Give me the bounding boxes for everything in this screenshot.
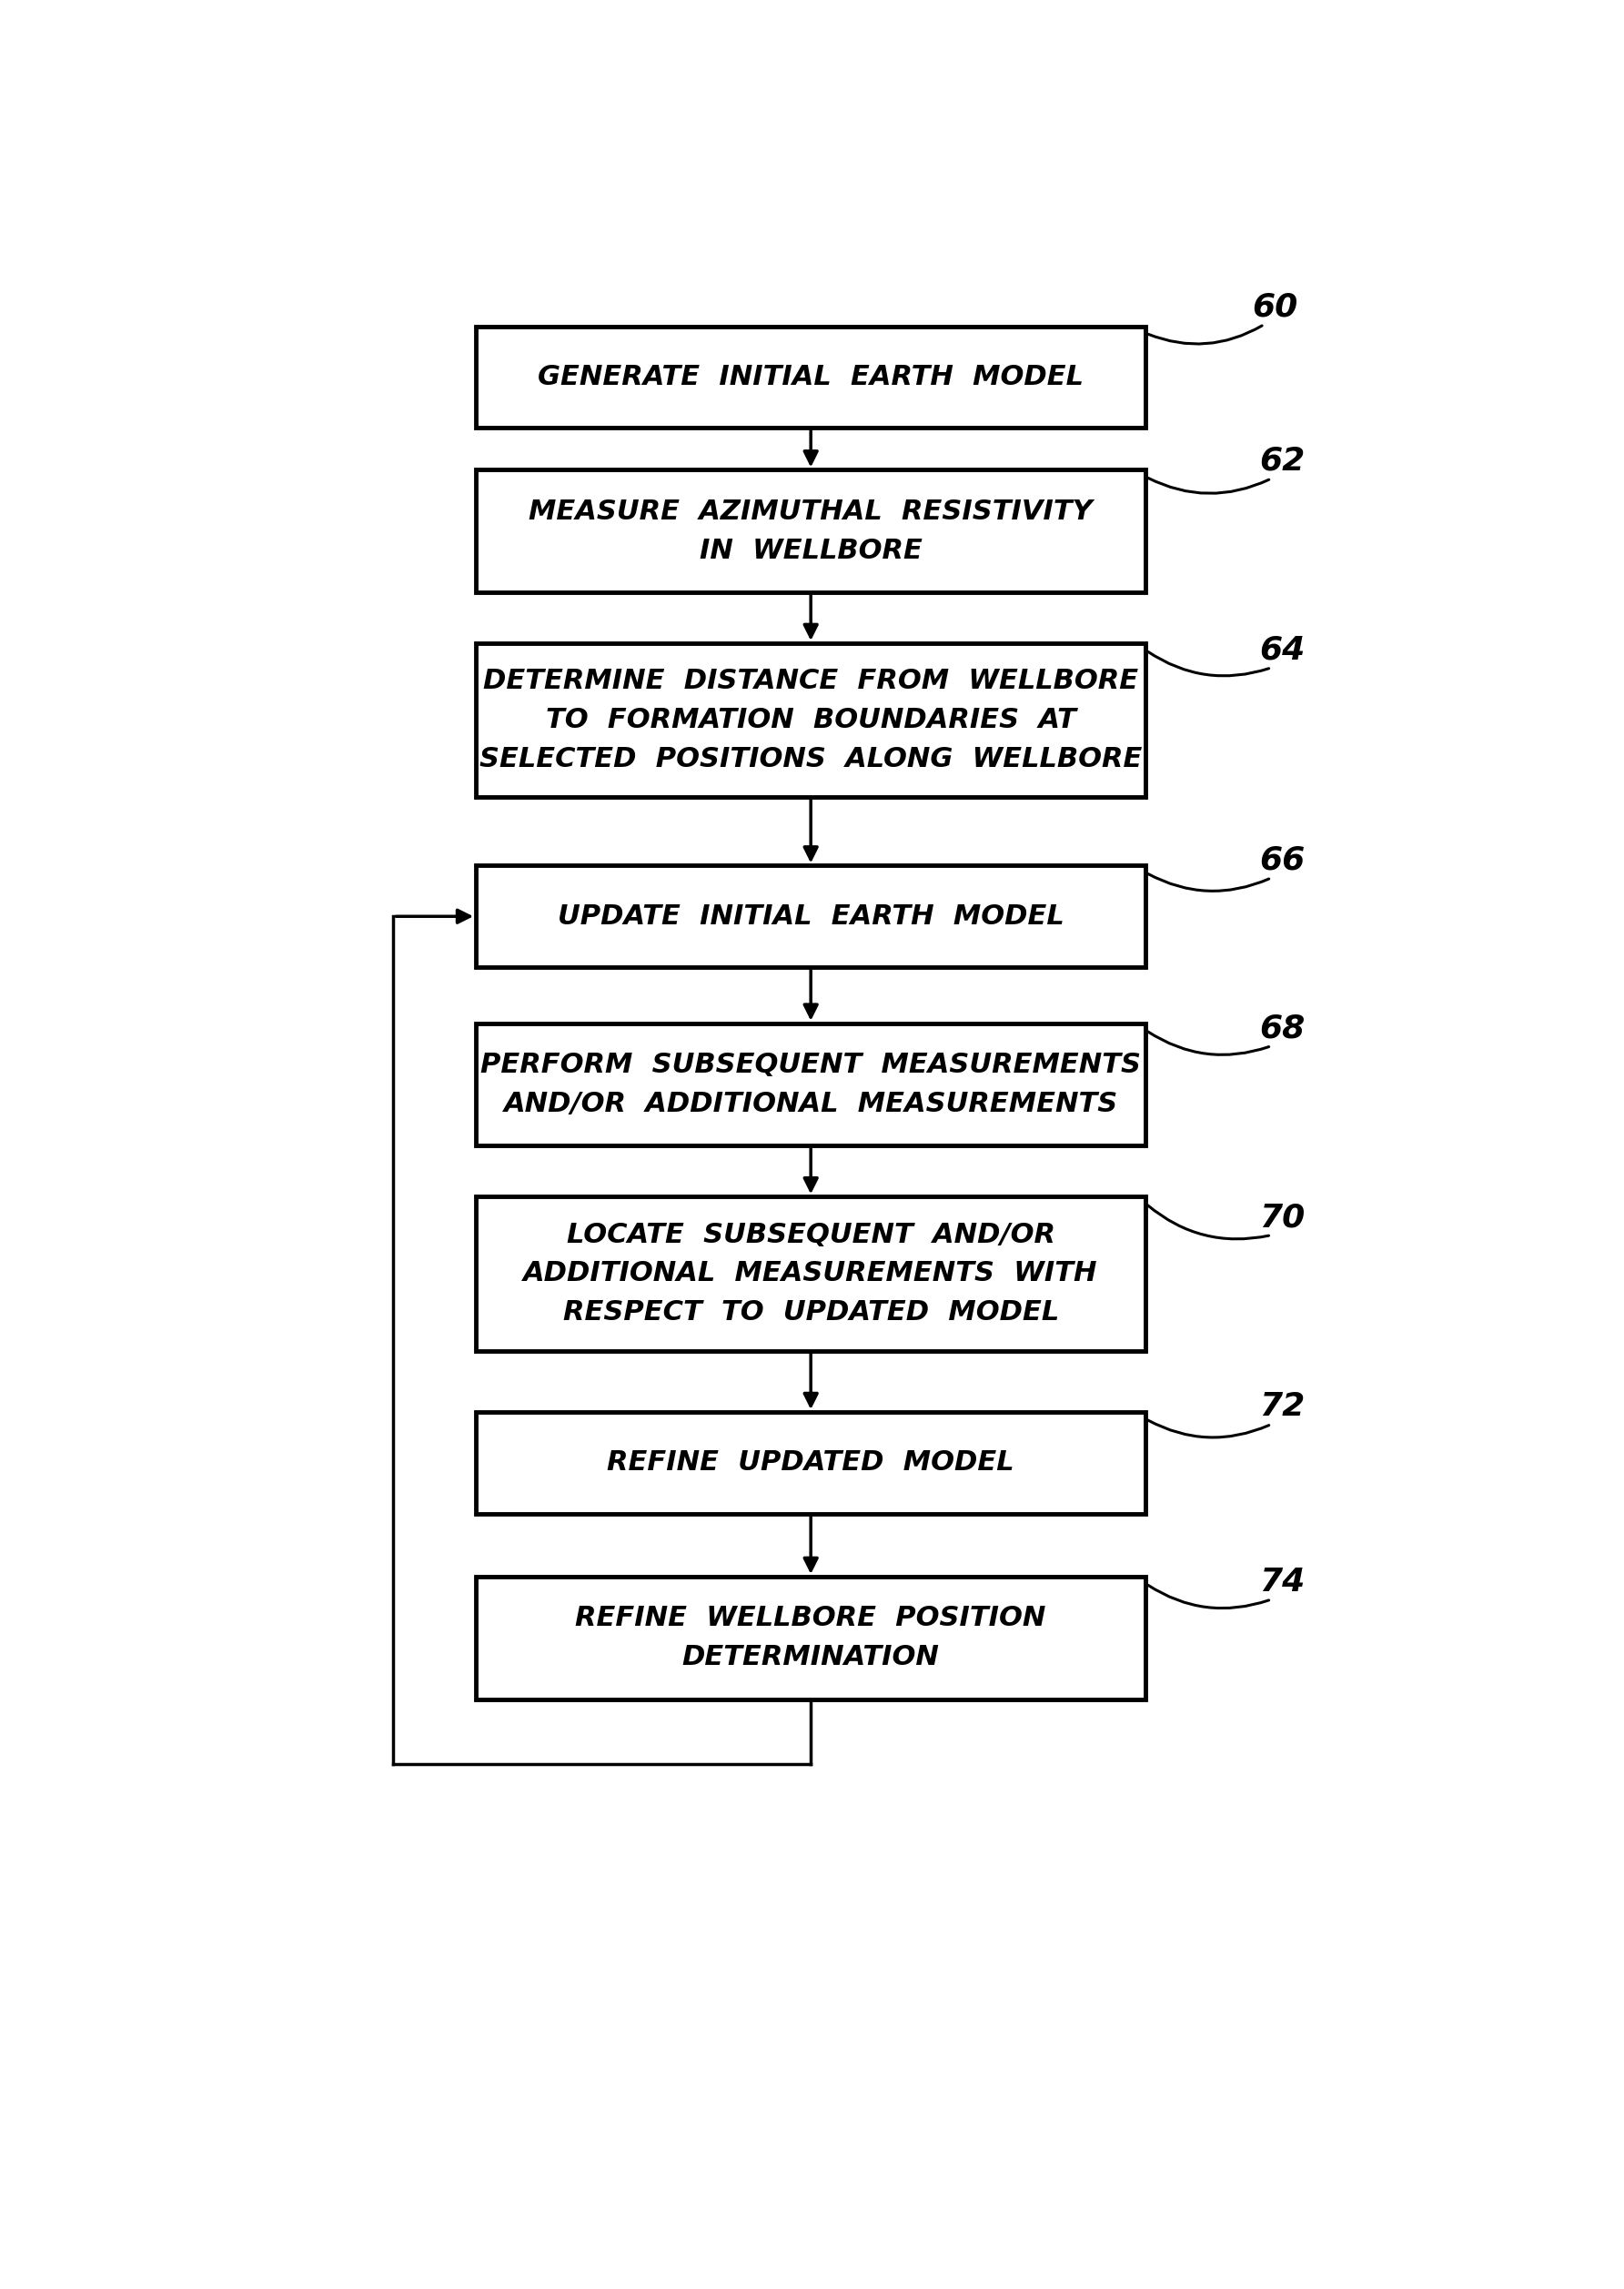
Text: DETERMINE  DISTANCE  FROM  WELLBORE
TO  FORMATION  BOUNDARIES  AT
SELECTED  POSI: DETERMINE DISTANCE FROM WELLBORE TO FORM… <box>479 668 1142 771</box>
Text: PERFORM  SUBSEQUENT  MEASUREMENTS
AND/OR  ADDITIONAL  MEASUREMENTS: PERFORM SUBSEQUENT MEASUREMENTS AND/OR A… <box>481 1053 1142 1117</box>
Text: GENERATE  INITIAL  EARTH  MODEL: GENERATE INITIAL EARTH MODEL <box>538 364 1083 389</box>
Text: 72: 72 <box>1259 1392 1304 1421</box>
FancyBboxPatch shape <box>476 469 1145 593</box>
FancyBboxPatch shape <box>476 1577 1145 1698</box>
FancyBboxPatch shape <box>476 1197 1145 1351</box>
FancyBboxPatch shape <box>476 865 1145 968</box>
Text: 60: 60 <box>1252 291 1298 323</box>
Text: MEASURE  AZIMUTHAL  RESISTIVITY
IN  WELLBORE: MEASURE AZIMUTHAL RESISTIVITY IN WELLBOR… <box>529 499 1093 563</box>
Text: 70: 70 <box>1259 1202 1304 1234</box>
Text: LOCATE  SUBSEQUENT  AND/OR
ADDITIONAL  MEASUREMENTS  WITH
RESPECT  TO  UPDATED  : LOCATE SUBSEQUENT AND/OR ADDITIONAL MEAS… <box>523 1222 1098 1325</box>
FancyBboxPatch shape <box>476 643 1145 797</box>
Text: REFINE  WELLBORE  POSITION
DETERMINATION: REFINE WELLBORE POSITION DETERMINATION <box>575 1605 1046 1671</box>
Text: 62: 62 <box>1259 446 1304 476</box>
Text: REFINE  UPDATED  MODEL: REFINE UPDATED MODEL <box>607 1449 1015 1476</box>
Text: 68: 68 <box>1259 1014 1304 1044</box>
Text: 74: 74 <box>1259 1566 1304 1598</box>
FancyBboxPatch shape <box>476 325 1145 428</box>
Text: 66: 66 <box>1259 845 1304 877</box>
FancyBboxPatch shape <box>476 1412 1145 1513</box>
Text: 64: 64 <box>1259 634 1304 666</box>
Text: UPDATE  INITIAL  EARTH  MODEL: UPDATE INITIAL EARTH MODEL <box>557 904 1064 929</box>
FancyBboxPatch shape <box>476 1023 1145 1147</box>
